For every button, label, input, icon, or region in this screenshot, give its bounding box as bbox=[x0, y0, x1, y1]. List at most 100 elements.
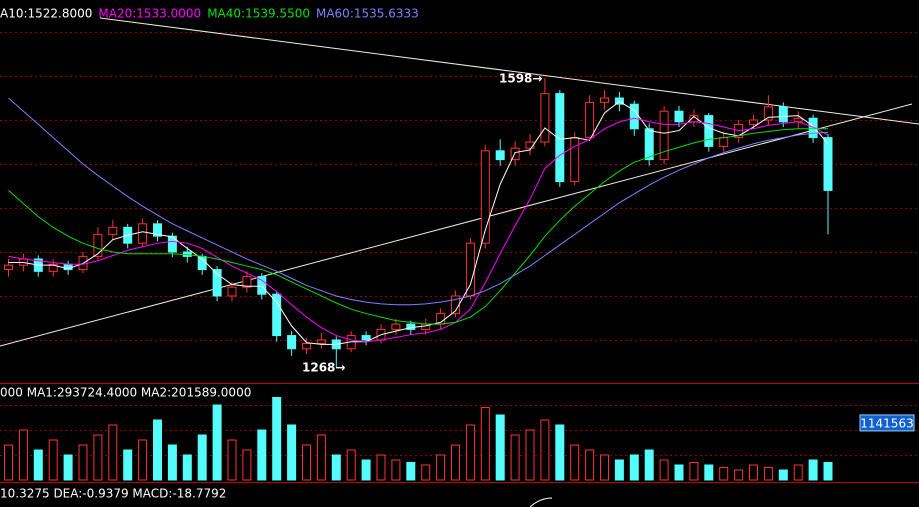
volume-bar bbox=[480, 407, 490, 481]
candle-body bbox=[495, 150, 505, 161]
candle-body bbox=[585, 101, 595, 139]
volume-bar bbox=[391, 459, 401, 481]
volume-bar bbox=[555, 424, 565, 481]
volume-bar bbox=[346, 449, 356, 481]
ma-line bbox=[8, 117, 829, 343]
volume-bar bbox=[212, 404, 222, 481]
volume-bar bbox=[316, 434, 326, 481]
volume-bar bbox=[540, 419, 550, 481]
ma-line bbox=[8, 97, 829, 306]
volume-bar bbox=[778, 469, 788, 481]
ma-line bbox=[8, 128, 828, 325]
candle-body bbox=[287, 335, 297, 350]
volume-bar bbox=[33, 449, 43, 481]
volume-legend: 000 MA1:293724.4000 MA2:201589.0000 bbox=[0, 386, 251, 400]
candle-body bbox=[808, 117, 818, 139]
candle-body bbox=[763, 106, 773, 121]
ma-line bbox=[8, 100, 829, 345]
volume-bar bbox=[689, 462, 699, 481]
volume-bar bbox=[331, 454, 341, 481]
volume-bar bbox=[153, 419, 162, 481]
candle-body bbox=[257, 276, 267, 295]
candle-body bbox=[48, 263, 58, 272]
volume-bar bbox=[4, 444, 13, 481]
candle-body bbox=[793, 117, 803, 123]
volume-bar bbox=[406, 462, 416, 481]
volume-bar bbox=[78, 444, 88, 481]
macd-legend: 10.3275 DEA:-0.9379 MACD:-18.7792 bbox=[0, 487, 226, 501]
volume-bar bbox=[48, 439, 58, 481]
volume-bar bbox=[138, 439, 148, 481]
volume-bar bbox=[629, 454, 639, 481]
volume-bar bbox=[823, 462, 833, 481]
volume-bar bbox=[376, 454, 386, 481]
candle-body bbox=[659, 110, 669, 161]
volume-bar bbox=[674, 464, 684, 481]
volume-bar bbox=[242, 449, 252, 481]
volume-bar bbox=[436, 454, 446, 481]
candle-body bbox=[212, 269, 222, 297]
macd-curve bbox=[529, 497, 553, 507]
volume-bar bbox=[734, 469, 744, 481]
volume-bar bbox=[227, 439, 237, 481]
volume-bar bbox=[808, 459, 818, 481]
candle-body bbox=[629, 103, 639, 130]
volume-bar bbox=[287, 424, 297, 481]
candle-body bbox=[465, 242, 475, 297]
candle-body bbox=[93, 233, 103, 257]
candle-body bbox=[525, 141, 535, 149]
volume-bar bbox=[570, 444, 580, 481]
candle-body bbox=[361, 335, 371, 341]
volume-bar bbox=[644, 449, 654, 481]
legend-entry: MA60:1535.6333 bbox=[316, 7, 419, 21]
volume-bar bbox=[763, 467, 773, 481]
candle-body bbox=[778, 106, 788, 123]
candle-body bbox=[600, 97, 609, 103]
candle-body bbox=[153, 223, 162, 237]
candle-body bbox=[570, 137, 580, 183]
volume-bar bbox=[182, 454, 192, 481]
volume-bar bbox=[93, 434, 103, 481]
volume-bar bbox=[704, 464, 714, 481]
volume-bar bbox=[108, 424, 118, 481]
volume-bar bbox=[585, 449, 595, 481]
candle-body bbox=[167, 235, 177, 253]
volume-bar bbox=[421, 464, 431, 481]
annotation: 1268→ bbox=[302, 361, 345, 375]
volume-bar bbox=[600, 454, 609, 481]
volume-bar bbox=[302, 444, 311, 481]
candle-body bbox=[316, 339, 326, 344]
volume-bar bbox=[719, 467, 729, 481]
candle-body bbox=[823, 137, 833, 191]
volume-bar bbox=[272, 397, 282, 481]
candle-body bbox=[272, 293, 282, 337]
candle-body bbox=[302, 342, 311, 350]
candle-body bbox=[227, 286, 237, 297]
candle-body bbox=[719, 137, 729, 147]
volume-bar bbox=[793, 464, 803, 481]
trendline bbox=[0, 103, 913, 347]
volume-bar bbox=[257, 429, 267, 481]
volume-bar bbox=[465, 424, 475, 481]
volume-bar bbox=[451, 444, 460, 481]
legend-entry: MA20:1533.0000 bbox=[98, 7, 201, 21]
volume-bar bbox=[167, 444, 177, 481]
candle-body bbox=[704, 115, 714, 147]
candle-body bbox=[480, 150, 490, 244]
candle-body bbox=[510, 147, 520, 161]
legend-entry: A10:1522.8000 bbox=[0, 7, 92, 21]
candle-body bbox=[242, 276, 252, 288]
volume-bar bbox=[123, 449, 133, 481]
annotation: 1598→ bbox=[499, 72, 542, 86]
volume-bar bbox=[361, 459, 371, 481]
volume-bar bbox=[495, 414, 505, 481]
candle-body bbox=[644, 128, 654, 161]
legend-entry: MA40:1539.5500 bbox=[207, 7, 310, 21]
candle-body bbox=[674, 110, 684, 123]
volume-bar bbox=[659, 459, 669, 481]
candle-body bbox=[749, 119, 758, 125]
volume-bar bbox=[749, 464, 758, 481]
volume-marker-label: 1141563 bbox=[860, 416, 913, 430]
volume-marker-box bbox=[859, 414, 915, 432]
